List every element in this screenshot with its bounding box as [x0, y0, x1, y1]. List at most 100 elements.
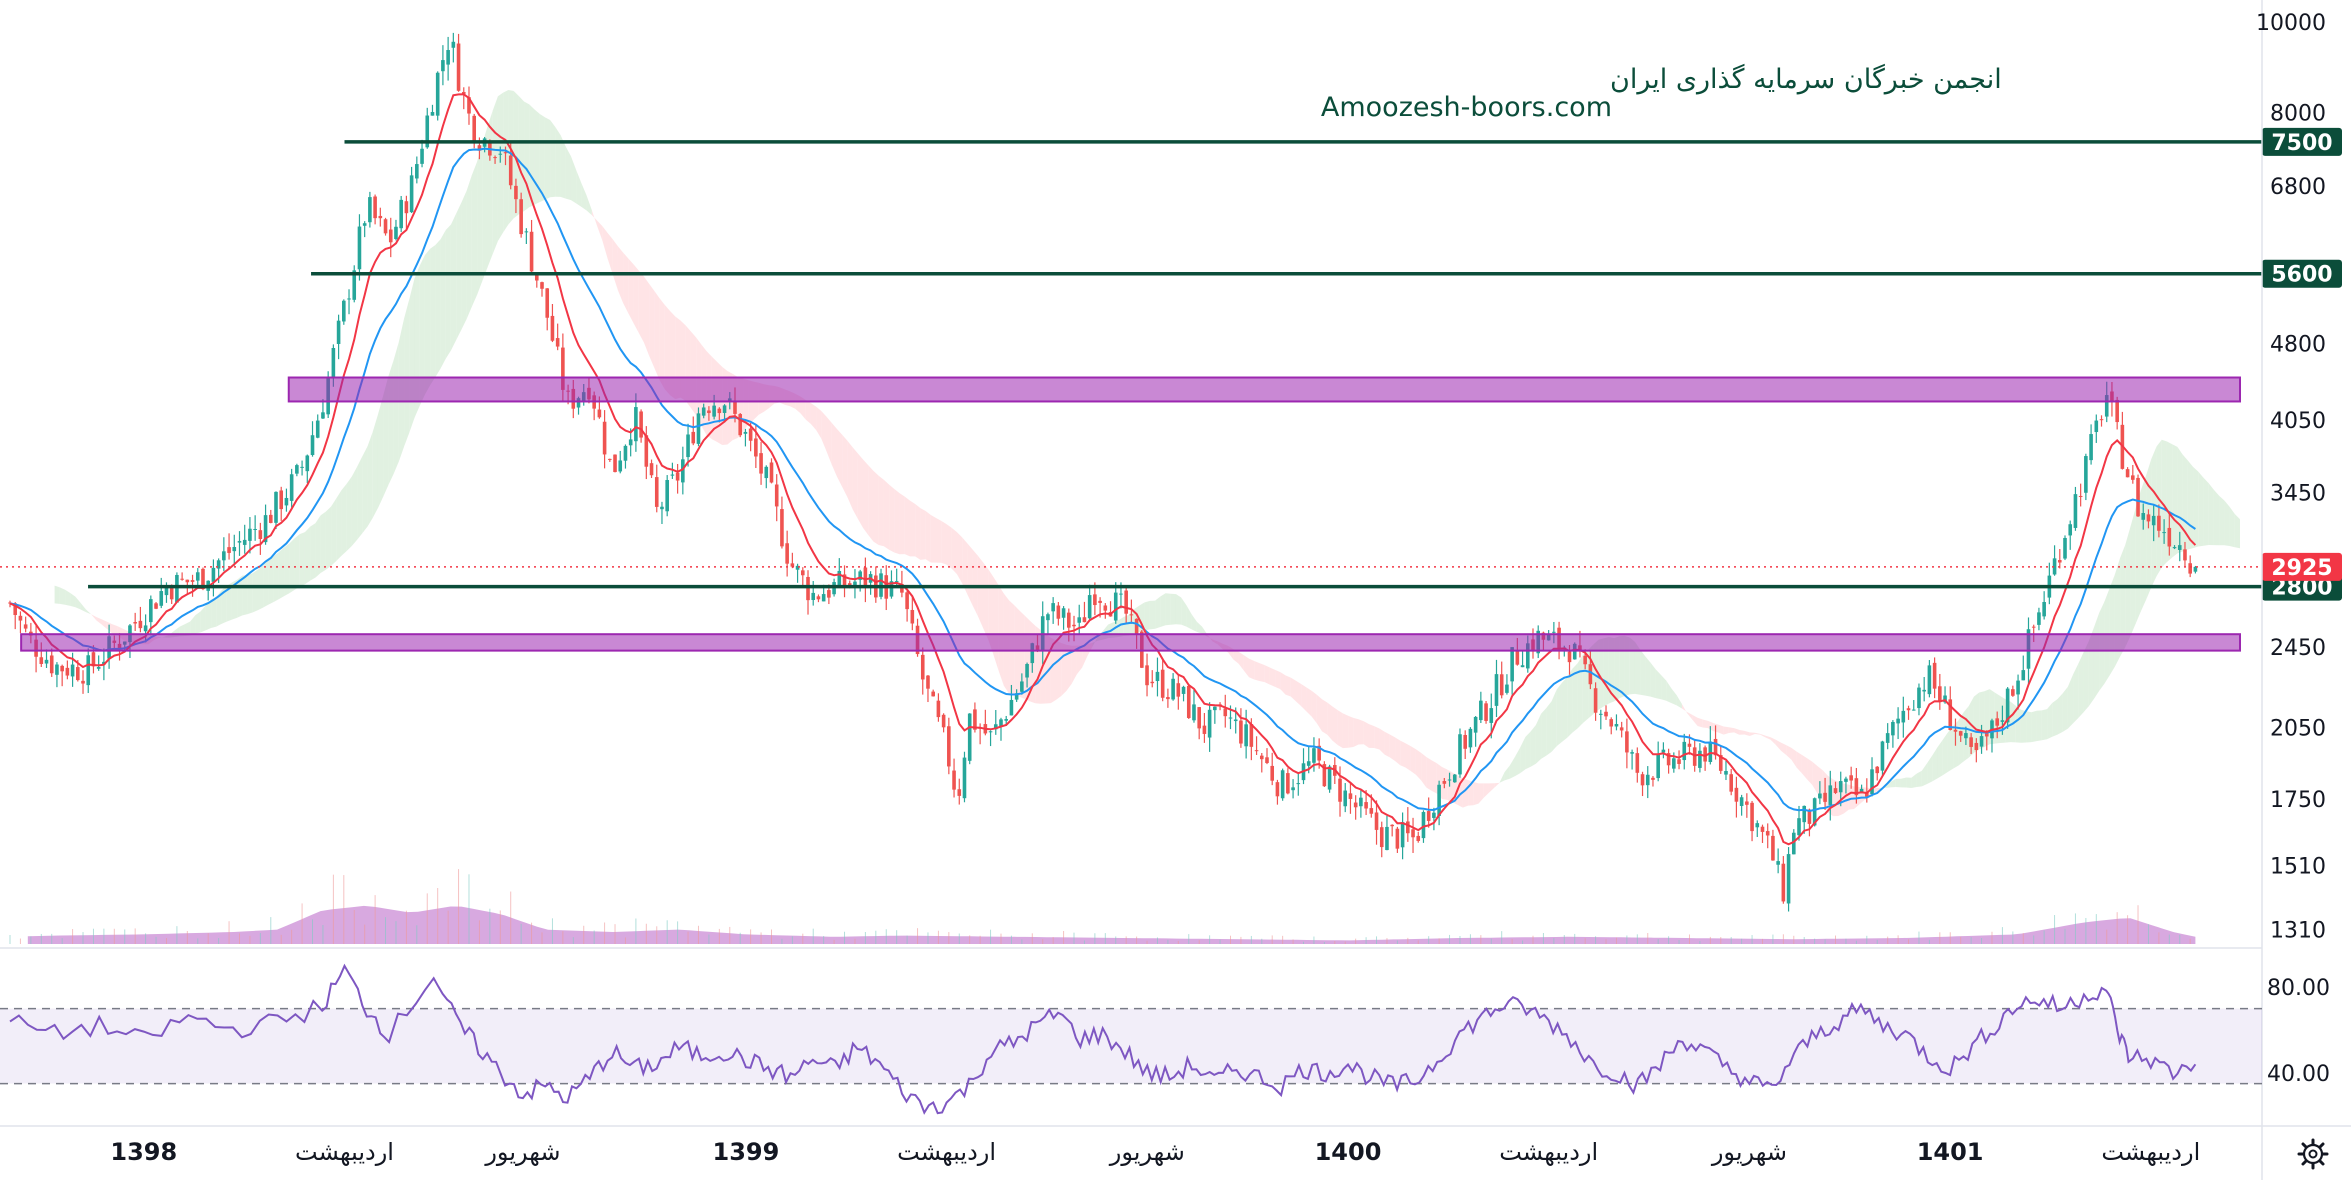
- candle-body: [378, 215, 383, 219]
- candle-body: [1186, 685, 1191, 718]
- candle-body: [2125, 469, 2130, 478]
- cloud-segment: [643, 276, 650, 356]
- candle-body: [1515, 650, 1520, 665]
- candle-body: [722, 405, 727, 413]
- cloud-segment: [1530, 724, 1536, 767]
- cloud-segment: [633, 264, 639, 333]
- cloud-segment: [1275, 669, 1281, 690]
- candle-body: [1259, 755, 1264, 760]
- supply-demand-zone: [287, 376, 2241, 403]
- cloud-segment: [247, 573, 253, 615]
- candle-body: [863, 567, 868, 587]
- cloud-segment: [1337, 710, 1343, 749]
- candle-body: [1343, 790, 1348, 807]
- cloud-segment: [1843, 783, 1849, 814]
- candle-body: [1833, 788, 1838, 793]
- cloud-segment: [1582, 649, 1589, 724]
- cloud-segment: [377, 395, 384, 508]
- price-tick-label: 8000: [2270, 102, 2326, 127]
- candle-body: [1995, 718, 2000, 726]
- candle-body: [1254, 750, 1259, 752]
- candle-body: [1171, 678, 1175, 700]
- cloud-segment: [2031, 710, 2037, 743]
- candle-body: [1599, 713, 1603, 715]
- cloud-segment: [450, 213, 457, 351]
- cloud-segment: [200, 605, 206, 633]
- candle-body: [2157, 515, 2161, 531]
- cloud-segment: [1947, 725, 1954, 772]
- candle-body: [305, 455, 310, 472]
- candle-body: [988, 731, 993, 733]
- cloud-segment: [331, 498, 337, 566]
- rsi-band: [0, 1008, 2262, 1084]
- candle-body: [1703, 747, 1707, 762]
- candle-body: [1134, 618, 1139, 634]
- cloud-segment: [1911, 773, 1917, 788]
- cloud-segment: [2015, 705, 2021, 743]
- cloud-segment: [1718, 724, 1724, 735]
- candle-body: [842, 574, 847, 587]
- candle-body: [1207, 709, 1212, 738]
- candle-body: [1525, 643, 1530, 669]
- cloud-segment: [367, 431, 373, 527]
- candle-body: [993, 724, 998, 730]
- cloud-segment: [190, 615, 196, 636]
- candle-body: [1145, 665, 1149, 686]
- candle-body: [2063, 537, 2067, 559]
- candle-body: [336, 320, 341, 344]
- candle-body: [827, 590, 831, 598]
- gear-icon[interactable]: [2297, 1138, 2329, 1170]
- cloud-segment: [1796, 751, 1802, 774]
- cloud-segment: [1541, 707, 1547, 759]
- candle-body: [1713, 738, 1718, 756]
- candle-body: [461, 91, 466, 94]
- cloud-segment: [2161, 439, 2167, 568]
- candle-body: [618, 460, 623, 472]
- cloud-segment: [404, 299, 410, 447]
- candle-body: [545, 288, 550, 318]
- cloud-segment: [1405, 743, 1411, 772]
- cloud-segment: [1812, 761, 1818, 794]
- cloud-segment: [273, 552, 279, 602]
- candle-body: [1781, 863, 1786, 902]
- cloud-segment: [1681, 703, 1688, 714]
- level-tag-label: 7500: [2271, 131, 2332, 156]
- candle-body: [686, 434, 690, 458]
- candle-body: [425, 115, 430, 148]
- cloud-segment: [597, 220, 603, 241]
- candle-body: [2162, 532, 2166, 534]
- cloud-segment: [1327, 702, 1333, 741]
- candle-body: [216, 560, 221, 569]
- candle-body: [289, 474, 294, 501]
- cloud-segment: [1149, 600, 1156, 630]
- cloud-segment: [1728, 727, 1735, 734]
- candle-body: [1327, 766, 1332, 790]
- candle-body: [441, 60, 445, 72]
- candle-body: [1552, 631, 1556, 633]
- cloud-segment: [831, 422, 837, 477]
- candle-body: [1317, 745, 1321, 761]
- cloud-segment: [654, 290, 660, 381]
- candle-body: [1765, 831, 1770, 836]
- cloud-segment: [816, 406, 822, 439]
- candle-body: [295, 465, 299, 474]
- cloud-segment: [1650, 662, 1656, 699]
- candle-body: [1160, 669, 1165, 698]
- cloud-segment: [1535, 713, 1542, 764]
- cloud-segment: [351, 466, 358, 546]
- candle-body: [634, 407, 638, 442]
- candle-body: [1510, 647, 1514, 682]
- candle-body: [164, 586, 169, 596]
- candle-body: [211, 567, 216, 582]
- candle-body: [1645, 774, 1650, 786]
- candle-body: [1776, 861, 1780, 865]
- candle-body: [1098, 600, 1102, 603]
- cloud-segment: [304, 526, 311, 585]
- candle-body: [1906, 708, 1911, 711]
- candle-body: [1087, 595, 1092, 619]
- cloud-segment: [899, 493, 905, 555]
- cloud-segment: [1515, 747, 1521, 777]
- cloud-segment: [1488, 783, 1495, 793]
